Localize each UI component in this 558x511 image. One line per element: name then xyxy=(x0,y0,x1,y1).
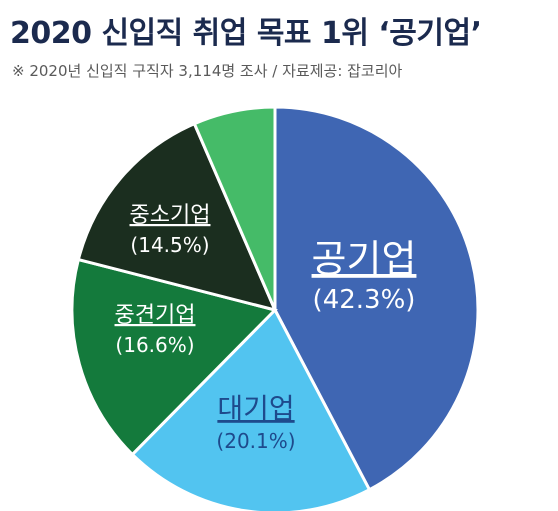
pie-slice-1 xyxy=(273,105,480,492)
chart-subtitle: ※ 2020년 신입직 구직자 3,114명 조사 / 자료제공: 잡코리아 xyxy=(12,62,403,80)
slice-value-label-3: (16.6%) xyxy=(115,333,194,357)
slice-label-2: 대기업 xyxy=(217,392,294,425)
slice-label-4: 중소기업 xyxy=(130,203,211,228)
pie-slice-5 xyxy=(192,105,277,311)
slice-value-label-1: (42.3%) xyxy=(313,285,416,315)
slice-value-label-4: (14.5%) xyxy=(130,233,209,257)
pie-slice-4 xyxy=(76,121,278,313)
slice-label-3: 중견기업 xyxy=(115,303,196,328)
slice-value-label-2: (20.1%) xyxy=(216,429,295,453)
chart-title: 2020 신입직 취업 목표 1위 ‘공기업’ xyxy=(10,16,482,51)
pie-slice-3 xyxy=(70,257,278,457)
slice-label-1: 공기업 xyxy=(312,237,417,281)
